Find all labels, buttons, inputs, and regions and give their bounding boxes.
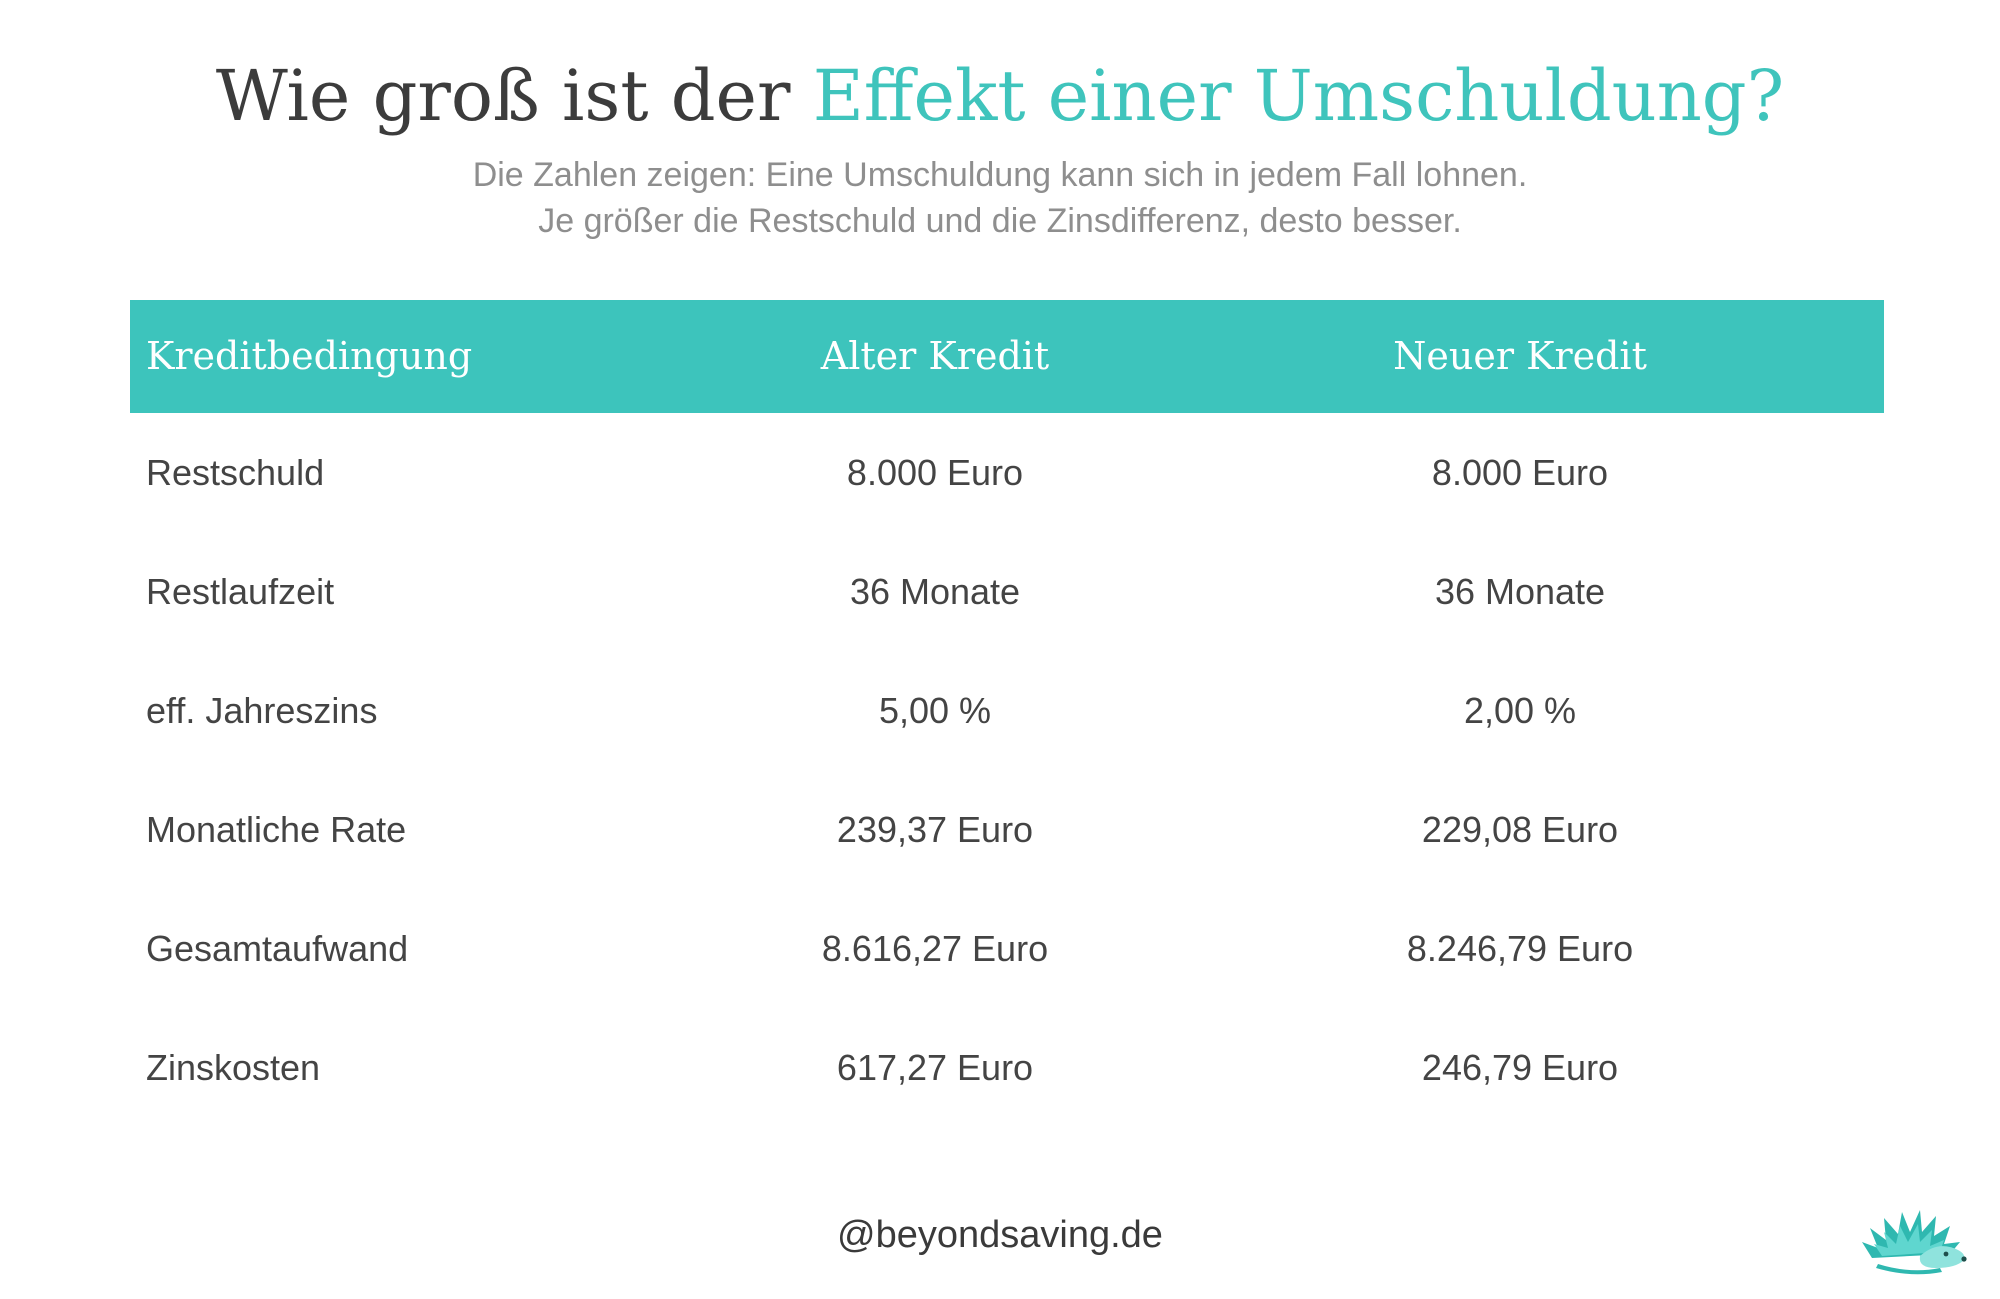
old-credit-value: 36 Monate (730, 532, 1140, 651)
row-label: Zinskosten (146, 1008, 320, 1127)
row-label: Restlaufzeit (146, 532, 334, 651)
new-credit-value: 36 Monate (1315, 532, 1725, 651)
new-credit-value: 8.000 Euro (1315, 413, 1725, 532)
header-kreditbedingung: Kreditbedingung (146, 300, 472, 413)
table-row: Gesamtaufwand 8.616,27 Euro 8.246,79 Eur… (130, 889, 1884, 1008)
title-accent: Effekt einer Umschuldung? (813, 55, 1784, 137)
new-credit-value: 8.246,79 Euro (1315, 889, 1725, 1008)
old-credit-value: 8.616,27 Euro (730, 889, 1140, 1008)
new-credit-value: 246,79 Euro (1315, 1008, 1725, 1127)
header-neuer-kredit: Neuer Kredit (1315, 300, 1725, 413)
row-label: Restschuld (146, 413, 324, 532)
table-row: Monatliche Rate 239,37 Euro 229,08 Euro (130, 770, 1884, 889)
new-credit-value: 229,08 Euro (1315, 770, 1725, 889)
footer-handle: @beyondsaving.de (0, 1208, 2000, 1262)
page-title: Wie groß ist der Effekt einer Umschuldun… (0, 48, 2000, 144)
old-credit-value: 617,27 Euro (730, 1008, 1140, 1127)
row-label: eff. Jahreszins (146, 651, 377, 770)
old-credit-value: 239,37 Euro (730, 770, 1140, 889)
comparison-table: Kreditbedingung Alter Kredit Neuer Kredi… (130, 300, 1884, 1127)
table-header: Kreditbedingung Alter Kredit Neuer Kredi… (130, 300, 1884, 413)
old-credit-value: 5,00 % (730, 651, 1140, 770)
table-row: Zinskosten 617,27 Euro 246,79 Euro (130, 1008, 1884, 1127)
table-row: Restschuld 8.000 Euro 8.000 Euro (130, 413, 1884, 532)
subtitle-line-1: Die Zahlen zeigen: Eine Umschuldung kann… (0, 152, 2000, 198)
old-credit-value: 8.000 Euro (730, 413, 1140, 532)
new-credit-value: 2,00 % (1315, 651, 1725, 770)
subtitle-line-2: Je größer die Restschuld und die Zinsdif… (0, 198, 2000, 244)
title-plain: Wie groß ist der (216, 55, 813, 137)
table-row: Restlaufzeit 36 Monate 36 Monate (130, 532, 1884, 651)
header-alter-kredit: Alter Kredit (730, 300, 1140, 413)
table-row: eff. Jahreszins 5,00 % 2,00 % (130, 651, 1884, 770)
row-label: Gesamtaufwand (146, 889, 408, 1008)
hedgehog-icon (1860, 1190, 1970, 1280)
row-label: Monatliche Rate (146, 770, 406, 889)
